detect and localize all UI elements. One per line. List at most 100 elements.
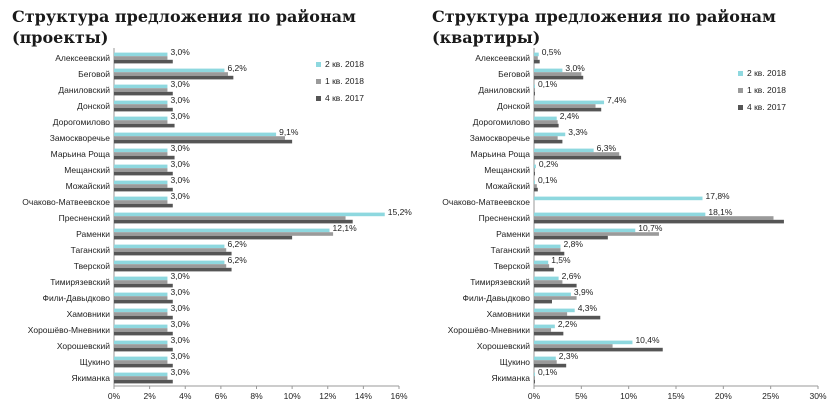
bar	[114, 331, 173, 336]
data-label: 3,0%	[170, 367, 190, 377]
bar	[534, 59, 540, 64]
x-tick-label: 5%	[575, 391, 588, 401]
category-label: Хорошевский	[477, 341, 530, 351]
bar	[534, 148, 594, 153]
bar	[114, 235, 293, 240]
category-label: Раменки	[496, 229, 530, 239]
category-label: Хорошевский	[57, 341, 110, 351]
legend-swatch	[316, 62, 321, 67]
x-tick-label: 12%	[319, 391, 336, 401]
bar	[114, 180, 168, 185]
bar	[114, 184, 168, 188]
bar	[534, 187, 538, 192]
category-label: Тверской	[74, 261, 110, 271]
data-label: 1,5%	[551, 255, 571, 265]
bar	[114, 72, 228, 76]
bar	[534, 267, 554, 272]
category-label: Хорошёво-Мневники	[28, 325, 110, 335]
x-tick-label: 4%	[179, 391, 192, 401]
bar	[114, 219, 353, 224]
category-label: Хамовники	[67, 309, 111, 319]
data-label: 0,1%	[538, 79, 558, 89]
bar	[114, 68, 225, 73]
category-label: Донской	[77, 101, 110, 111]
bar	[114, 344, 168, 348]
data-label: 3,0%	[170, 287, 190, 297]
bar	[114, 244, 225, 249]
bar	[114, 292, 168, 297]
category-label: Можайский	[486, 181, 531, 191]
data-label: 18,1%	[708, 207, 733, 217]
bar	[534, 56, 538, 60]
bar	[534, 340, 633, 345]
bar	[534, 228, 636, 233]
chart-title: Структура предложения по районам (кварти…	[432, 7, 776, 47]
data-label: 12,1%	[333, 223, 358, 233]
bar	[534, 164, 536, 169]
category-label: Таганский	[491, 245, 531, 255]
x-tick-label: 2%	[143, 391, 156, 401]
bar	[114, 88, 168, 92]
data-label: 3,0%	[170, 335, 190, 345]
legend-label: 1 кв. 2018	[325, 76, 364, 86]
bar	[534, 292, 571, 297]
category-label: Замоскворечье	[50, 133, 111, 143]
bar	[114, 260, 225, 265]
bar	[114, 280, 168, 284]
category-label: Очаково-Матвеевское	[22, 197, 110, 207]
category-label: Фили-Давыдково	[462, 293, 530, 303]
category-label: Пресненский	[59, 213, 111, 223]
data-label: 6,3%	[597, 143, 617, 153]
bar	[114, 232, 334, 236]
bar	[114, 372, 168, 377]
bar	[114, 139, 293, 144]
data-label: 15,2%	[388, 207, 413, 217]
category-label: Якиманка	[491, 373, 530, 383]
data-label: 4,3%	[578, 303, 598, 313]
bar	[534, 379, 535, 384]
data-label: 3,0%	[170, 175, 190, 185]
data-label: 0,1%	[538, 367, 558, 377]
bar	[114, 132, 277, 137]
bar	[114, 216, 346, 220]
category-label: Тверской	[494, 261, 530, 271]
chart-panel-apartments: Структура предложения по районам (кварти…	[420, 0, 840, 417]
data-label: 3,0%	[565, 63, 585, 73]
category-label: Даниловский	[58, 85, 110, 95]
x-tick-label: 14%	[355, 391, 372, 401]
data-label: 2,2%	[558, 319, 578, 329]
bar	[534, 235, 608, 240]
bar	[534, 120, 558, 124]
bar	[114, 228, 330, 233]
bar	[534, 331, 564, 336]
category-label: Таганский	[71, 245, 111, 255]
bar	[534, 328, 552, 332]
bar	[114, 56, 168, 60]
bar	[114, 164, 168, 169]
bar	[534, 107, 602, 112]
category-label: Алексеевский	[55, 53, 110, 63]
bar	[534, 372, 535, 377]
x-tick-label: 6%	[215, 391, 228, 401]
data-label: 6,2%	[227, 63, 247, 73]
category-label: Тимирязевский	[50, 277, 110, 287]
bar	[534, 91, 535, 96]
category-label: Фили-Давыдково	[42, 293, 110, 303]
bar	[114, 299, 173, 304]
bar-chart-projects: 0% 2% 4% 6% 8% 10% 12% 14% 16% Алексеевский 3,0% Бе…	[22, 47, 413, 401]
bar	[534, 219, 784, 224]
bar	[114, 379, 173, 384]
legend-swatch	[738, 105, 743, 110]
bar	[534, 360, 557, 364]
bar	[534, 184, 537, 188]
bar	[534, 123, 559, 128]
bar	[114, 328, 168, 332]
legend-label: 1 кв. 2018	[747, 85, 786, 95]
x-tick-label: 0%	[528, 391, 541, 401]
category-label: Дорогомилово	[473, 117, 530, 127]
bar	[114, 203, 173, 208]
bar	[534, 299, 552, 304]
x-tick-label: 0%	[108, 391, 121, 401]
bar	[114, 136, 285, 140]
bar	[534, 308, 575, 313]
